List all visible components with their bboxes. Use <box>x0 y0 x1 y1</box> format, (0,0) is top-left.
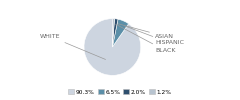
Wedge shape <box>112 19 129 47</box>
Wedge shape <box>112 19 118 47</box>
Wedge shape <box>84 19 141 75</box>
Text: ASIAN: ASIAN <box>118 24 174 39</box>
Legend: 90.3%, 6.5%, 2.0%, 1.2%: 90.3%, 6.5%, 2.0%, 1.2% <box>66 87 174 97</box>
Wedge shape <box>112 19 114 47</box>
Text: WHITE: WHITE <box>39 34 106 60</box>
Text: BLACK: BLACK <box>116 24 175 53</box>
Text: HISPANIC: HISPANIC <box>125 26 184 45</box>
